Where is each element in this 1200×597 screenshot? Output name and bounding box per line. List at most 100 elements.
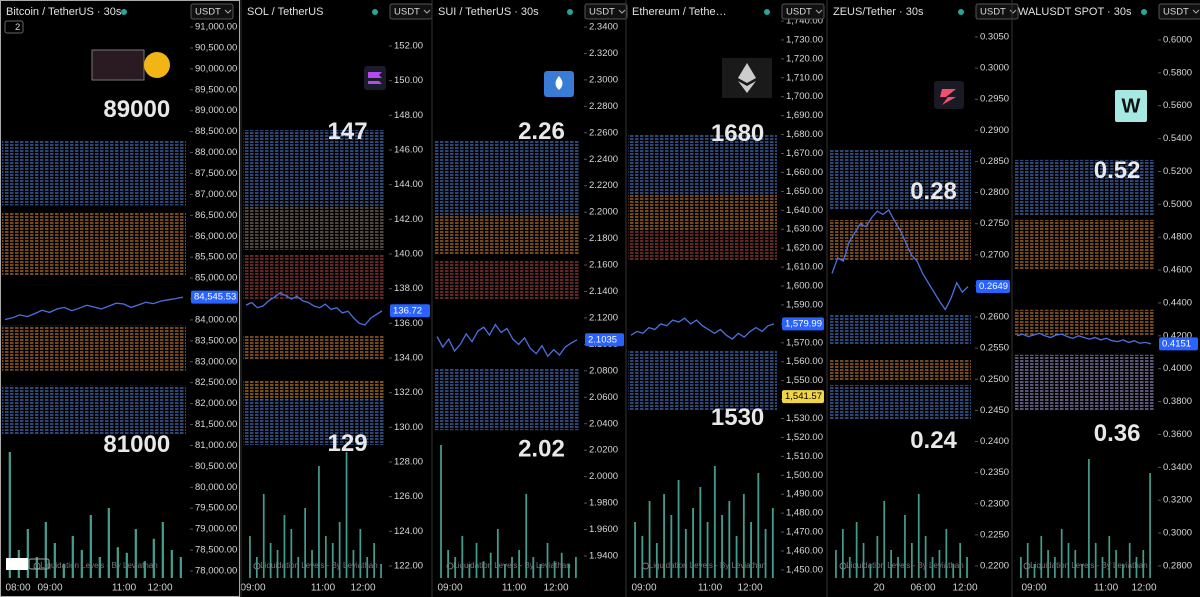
price-tag bbox=[976, 280, 1010, 294]
y-tick-label: 2.2000 bbox=[589, 207, 618, 218]
volume-bar bbox=[134, 529, 137, 578]
volume-bar bbox=[835, 550, 837, 578]
y-tick-label: 86,500.00 bbox=[195, 210, 237, 221]
currency-label: USDT bbox=[394, 7, 420, 18]
currency-caret bbox=[224, 9, 232, 14]
liquidation-band bbox=[434, 140, 580, 216]
level-annotation: 89000 bbox=[103, 96, 170, 123]
volume-bar bbox=[380, 564, 382, 578]
y-tick-label: 0.5200 bbox=[1163, 166, 1192, 177]
live-dot bbox=[764, 9, 770, 15]
volume-bar bbox=[567, 564, 570, 578]
y-tick-label: 1,550.00 bbox=[786, 375, 823, 386]
y-tick-label: 2.0800 bbox=[589, 365, 618, 376]
y-tick-label: 132.00 bbox=[394, 387, 423, 398]
x-tick-label: 09:00 bbox=[1021, 583, 1046, 594]
y-tick-label: 1,600.00 bbox=[786, 281, 823, 292]
x-tick-label: 11:00 bbox=[698, 583, 723, 594]
volume-bar bbox=[890, 550, 892, 578]
volume-bar bbox=[910, 543, 913, 578]
volume-bar bbox=[897, 557, 899, 578]
y-tick-label: 1,590.00 bbox=[786, 299, 823, 310]
y-tick-label: 128.00 bbox=[394, 456, 423, 467]
x-tick-label: 09:00 bbox=[631, 583, 656, 594]
y-tick-label: 0.3400 bbox=[1163, 462, 1192, 473]
volume-bar bbox=[750, 522, 752, 578]
y-tick-label: 1,720.00 bbox=[786, 53, 823, 64]
y-tick-label: 1,450.00 bbox=[786, 564, 823, 575]
y-tick-label: 0.2400 bbox=[980, 436, 1009, 447]
volume-bar bbox=[62, 564, 65, 578]
panel-title: SUI / TetherUS · 30s bbox=[438, 6, 539, 18]
liquidation-band bbox=[2, 140, 186, 206]
volume-bar bbox=[938, 550, 941, 578]
volume-bar bbox=[269, 543, 272, 578]
y-tick-label: 79,500.00 bbox=[195, 503, 237, 514]
y-tick-label: 1,470.00 bbox=[786, 527, 823, 538]
volume-bar bbox=[575, 557, 577, 578]
y-tick-label: 87,500.00 bbox=[195, 168, 237, 179]
y-tick-label: 0.2300 bbox=[980, 498, 1009, 509]
panel-title: Ethereum / Tethe… bbox=[632, 6, 727, 18]
x-tick-label: 12:00 bbox=[1131, 583, 1156, 594]
currency-label: USDT bbox=[1163, 7, 1189, 18]
y-tick-label: 0.5000 bbox=[1163, 199, 1192, 210]
currency-button[interactable] bbox=[584, 3, 628, 20]
y-tick-label: 0.4800 bbox=[1163, 232, 1192, 243]
volume-bar bbox=[952, 564, 955, 578]
volume-bar bbox=[283, 515, 286, 578]
x-tick-label: 12:00 bbox=[952, 583, 977, 594]
volume-bar bbox=[1088, 459, 1090, 578]
y-tick-label: 81,000.00 bbox=[195, 440, 237, 451]
volume-bar bbox=[1040, 536, 1043, 578]
volume-bar bbox=[461, 536, 464, 578]
x-tick-label: 09:00 bbox=[37, 583, 62, 594]
y-tick-label: 0.5400 bbox=[1163, 133, 1192, 144]
volume-bar bbox=[1128, 543, 1131, 578]
currency-button[interactable] bbox=[781, 3, 825, 20]
price-tag-label: 84,545.53 bbox=[194, 292, 236, 303]
y-tick-label: 0.4400 bbox=[1163, 297, 1192, 308]
x-tick-label: 12:00 bbox=[350, 583, 375, 594]
volume-bar bbox=[1101, 557, 1104, 578]
watermark: Liquidation Levels - By Leviathan bbox=[40, 561, 157, 570]
watermark-icon bbox=[1023, 562, 1031, 570]
y-tick-label: 78,000.00 bbox=[195, 565, 237, 576]
volume-bar bbox=[366, 557, 369, 578]
y-tick-label: 1,490.00 bbox=[786, 489, 823, 500]
y-tick-label: 91,000.00 bbox=[195, 22, 237, 33]
y-tick-label: 1,520.00 bbox=[786, 432, 823, 443]
y-tick-label: 88,500.00 bbox=[195, 126, 237, 137]
price-tag-label: 136.72 bbox=[393, 305, 422, 316]
currency-button[interactable] bbox=[975, 3, 1019, 20]
logo bbox=[934, 81, 964, 109]
watermark: Liquidation Levels - By Leviathan bbox=[1030, 561, 1147, 570]
y-tick-label: 1,690.00 bbox=[786, 110, 823, 121]
currency-button[interactable] bbox=[190, 3, 234, 20]
y-tick-label: 0.3200 bbox=[1163, 495, 1192, 506]
volume-bar bbox=[454, 557, 457, 578]
level-annotation: 0.24 bbox=[910, 427, 957, 454]
x-tick-label: 12:00 bbox=[737, 583, 762, 594]
volume-bar bbox=[525, 494, 528, 578]
price-tag bbox=[1159, 337, 1198, 351]
y-tick-label: 1,660.00 bbox=[786, 167, 823, 178]
level-annotation: 147 bbox=[328, 118, 368, 145]
volume-bar bbox=[553, 561, 556, 578]
liquidation-band bbox=[628, 194, 777, 230]
series-badge[interactable] bbox=[4, 20, 24, 34]
volume-bar bbox=[262, 494, 265, 578]
panel-title: Bitcoin / TetherUS · 30s bbox=[6, 6, 122, 18]
volume-bar bbox=[80, 550, 83, 578]
volume-bar bbox=[1020, 557, 1022, 578]
currency-button[interactable] bbox=[1158, 3, 1200, 20]
y-tick-label: 1,500.00 bbox=[786, 470, 823, 481]
y-tick-label: 1,670.00 bbox=[786, 148, 823, 159]
volume-bar bbox=[152, 538, 155, 578]
y-tick-label: 78,500.00 bbox=[195, 545, 237, 556]
y-tick-label: 0.6000 bbox=[1163, 34, 1192, 45]
y-tick-label: 1,530.00 bbox=[786, 413, 823, 424]
price-tag bbox=[585, 333, 624, 347]
volume-bar bbox=[161, 522, 164, 578]
y-tick-label: 1,740.00 bbox=[786, 16, 823, 27]
